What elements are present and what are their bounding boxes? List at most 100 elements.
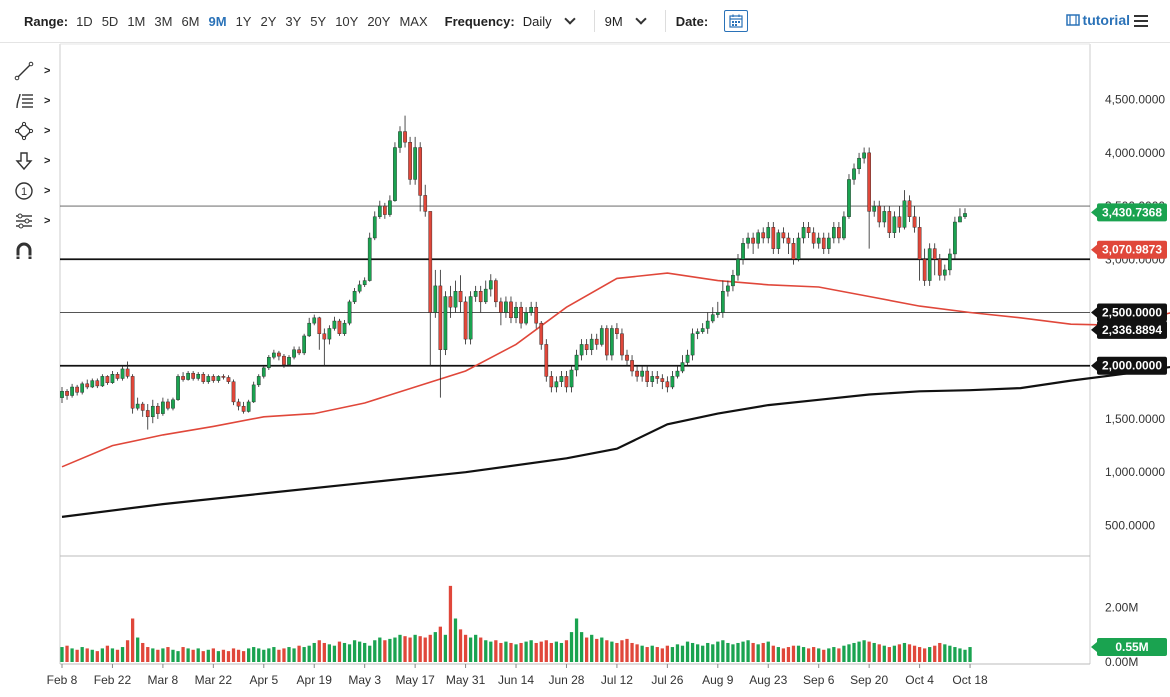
- volume-bar: [327, 644, 332, 662]
- date-tick-label: Apr 19: [297, 673, 333, 687]
- volume-bar: [332, 645, 337, 662]
- candle-body: [569, 369, 574, 388]
- fibonacci-tool[interactable]: >: [14, 90, 54, 112]
- magnet-tool[interactable]: [14, 240, 54, 262]
- volume-bar: [453, 618, 458, 662]
- line-draw-tool[interactable]: >: [14, 60, 54, 82]
- volume-bar: [574, 618, 579, 662]
- date-tick-label: Sep 6: [803, 673, 835, 687]
- volume-bar: [605, 640, 609, 662]
- ma200-line: [61, 365, 1170, 518]
- volume-bar: [186, 648, 190, 662]
- volume-bar: [741, 641, 745, 662]
- ma50-label: 3,070.9873: [1102, 243, 1162, 257]
- magnet-icon: [16, 242, 32, 259]
- candle-body: [630, 360, 634, 372]
- volume-bar: [776, 647, 780, 662]
- candle-body: [357, 284, 362, 292]
- candle-body: [150, 405, 155, 418]
- candle-body: [776, 232, 781, 249]
- candle-body: [826, 237, 831, 249]
- volume-bar: [655, 647, 659, 662]
- range-label: Range:: [24, 13, 69, 29]
- candle-body: [897, 216, 902, 228]
- volume-bar: [569, 632, 574, 662]
- candle-body: [564, 376, 569, 388]
- date-tick-label: Feb 8: [47, 673, 78, 687]
- candle-body: [781, 232, 786, 239]
- range-button-3m[interactable]: 3M: [154, 13, 173, 29]
- range-button-9m[interactable]: 9M: [208, 13, 227, 29]
- range-button-5d[interactable]: 5D: [101, 13, 119, 29]
- volume-bar: [433, 632, 437, 662]
- range-button-1d[interactable]: 1D: [76, 13, 93, 29]
- volume-bar: [590, 634, 594, 662]
- volume-bar: [534, 642, 538, 662]
- candle-body: [347, 301, 352, 324]
- shape-tool[interactable]: >: [14, 120, 54, 142]
- range-button-1y[interactable]: 1Y: [235, 13, 252, 29]
- calendar-button[interactable]: [724, 10, 749, 32]
- film-icon: [1065, 14, 1080, 26]
- candle-body: [181, 376, 185, 380]
- volume-bar: [146, 647, 150, 662]
- volume-bar: [509, 642, 513, 662]
- volume-bar: [489, 641, 493, 662]
- candle-body: [448, 296, 453, 308]
- candle-body: [731, 275, 735, 287]
- frequency-select[interactable]: Daily: [523, 13, 584, 29]
- range-button-2y[interactable]: 2Y: [260, 13, 277, 29]
- candle-body: [75, 386, 79, 393]
- candle-body: [388, 200, 392, 215]
- hline-label-pointer: [1091, 360, 1097, 371]
- volume-bar: [610, 641, 614, 662]
- range-button-10y[interactable]: 10Y: [335, 13, 359, 29]
- candle-body: [882, 211, 887, 223]
- menu-icon[interactable]: [1134, 15, 1148, 27]
- candle-body: [796, 237, 801, 260]
- date-tick-label: Jul 26: [651, 673, 683, 687]
- range-button-6m[interactable]: 6M: [181, 13, 200, 29]
- settings-tool[interactable]: >: [14, 210, 54, 232]
- candle-body: [85, 383, 90, 388]
- candle-body: [514, 306, 518, 319]
- arrow-tool[interactable]: >: [14, 150, 54, 172]
- period-select[interactable]: 9M: [605, 13, 655, 29]
- volume-bar: [579, 632, 584, 662]
- date-tick-label: Aug 23: [749, 673, 787, 687]
- volume-bar: [761, 642, 765, 662]
- candle-body: [342, 322, 347, 334]
- volume-bar: [423, 637, 427, 662]
- volume-bar: [474, 634, 478, 662]
- candle-body: [287, 357, 291, 365]
- range-button-5y[interactable]: 5Y: [310, 13, 327, 29]
- volume-bar: [751, 642, 755, 662]
- volume-last-label: 0.55M: [1115, 640, 1148, 654]
- price-tick-label: 4,000.0000: [1105, 146, 1165, 160]
- date-tick-label: Oct 18: [952, 673, 988, 687]
- candle-body: [604, 328, 609, 356]
- volume-bar: [201, 651, 205, 662]
- volume-bar: [670, 647, 675, 662]
- range-button-max[interactable]: MAX: [399, 13, 428, 29]
- volume-bar: [675, 644, 680, 662]
- candle-body: [887, 211, 892, 233]
- range-button-3y[interactable]: 3Y: [285, 13, 302, 29]
- number-tool[interactable]: 1 >: [14, 180, 54, 202]
- ma50-path: [61, 272, 1170, 468]
- tutorial-link[interactable]: tutorial: [1065, 12, 1130, 28]
- candle-body: [645, 370, 650, 382]
- volume-bar: [690, 642, 695, 662]
- hline-label: 2,500.0000: [1102, 306, 1162, 320]
- range-button-1m[interactable]: 1M: [127, 13, 146, 29]
- fibonacci-icon: [16, 93, 33, 109]
- candle-body: [615, 328, 619, 334]
- candle-body: [272, 352, 276, 358]
- horizontal-lines: [60, 205, 1090, 367]
- range-button-20y[interactable]: 20Y: [367, 13, 391, 29]
- candle-body: [428, 211, 433, 313]
- candles: [60, 115, 967, 430]
- line-draw-icon: [14, 61, 34, 81]
- price-tick-label: 4,500.0000: [1105, 93, 1165, 107]
